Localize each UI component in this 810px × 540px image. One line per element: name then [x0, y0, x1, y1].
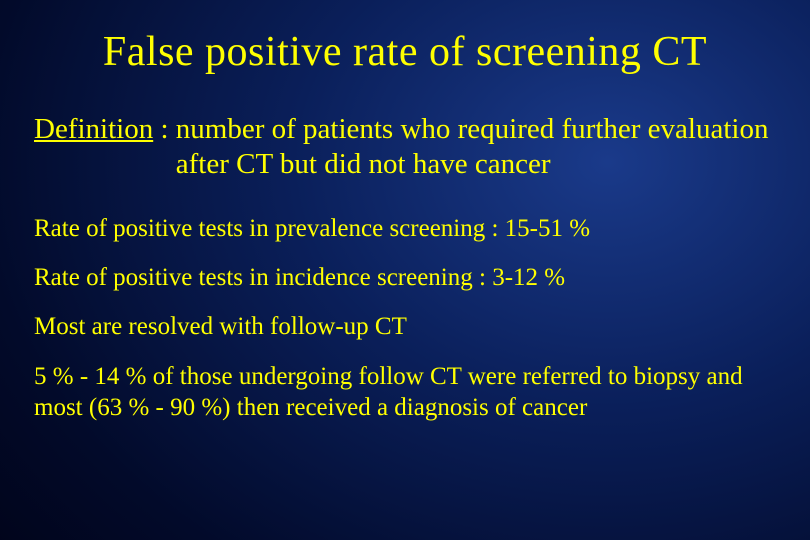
bullet-line: Rate of positive tests in prevalence scr… [34, 213, 776, 244]
bullet-line: Rate of positive tests in incidence scre… [34, 262, 776, 293]
definition-text: number of patients who required further … [176, 112, 776, 183]
slide: False positive rate of screening CT Defi… [0, 0, 810, 540]
definition-separator: : [153, 112, 176, 183]
definition-label: Definition [34, 112, 153, 183]
bullet-line: Most are resolved with follow-up CT [34, 311, 776, 342]
slide-title: False positive rate of screening CT [34, 28, 776, 76]
bullet-line: 5 % - 14 % of those undergoing follow CT… [34, 361, 776, 424]
definition-row: Definition : number of patients who requ… [34, 112, 776, 183]
